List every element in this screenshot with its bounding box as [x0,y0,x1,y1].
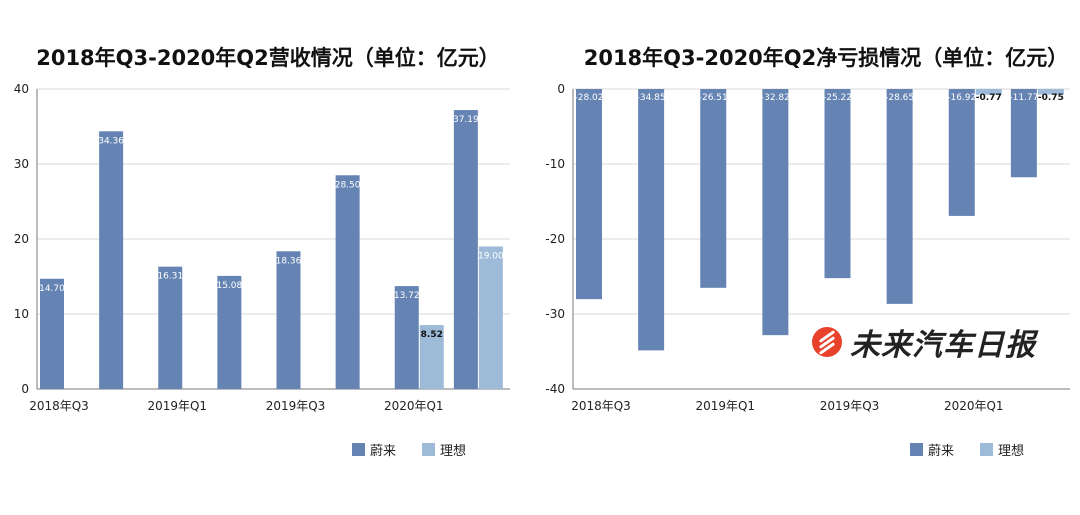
y-tick-label: -40 [545,382,565,396]
data-label: 8.52 [421,330,443,340]
legend-label: 蔚来 [370,444,396,459]
legend-label: 理想 [440,443,466,459]
legend-swatch [980,443,993,456]
revenue-chart: 2018年Q3-2020年Q2营收情况（单位：亿元） 0 10 20 30 40 14.70… [14,46,510,459]
watermark-text: 未来汽车日报 [850,328,1036,363]
y-tick-label: 40 [14,82,29,96]
watermark-logo-icon [812,327,842,357]
data-label: -28.65 [885,93,914,103]
nio-bar [886,89,913,304]
data-label: 18.36 [276,256,302,266]
data-label: 34.36 [98,136,124,146]
nio-bar [453,110,478,389]
nio-bar [700,89,727,288]
y-tick-label: -10 [545,157,565,171]
nio-bar [99,131,124,390]
nio-bar [335,175,360,389]
data-label: -11.77 [1009,93,1038,103]
net-loss-chart: 2018年Q3-2020年Q2净亏损情况（单位：亿元） 0 -10 -20 -30 -40… [545,46,1070,459]
legend-swatch [910,443,923,456]
data-label: -26.51 [699,93,728,103]
li-bar [419,325,444,389]
li-bar [478,246,503,389]
nio-bar [576,89,602,300]
y-tick-label: 0 [21,382,29,396]
li-bar [1037,89,1064,95]
x-tick-label: 2019年Q3 [820,399,880,413]
x-tick-label: 2020年Q1 [944,399,1004,413]
nio-bar [1010,89,1037,178]
y-tick-label: -20 [545,232,565,246]
y-tick-label: 0 [557,82,565,96]
x-tick-label: 2019年Q3 [266,399,326,413]
data-label: -0.75 [1038,93,1064,103]
y-tick-label: 30 [14,157,29,171]
nio-bar [276,251,301,389]
data-label: 15.08 [216,281,242,291]
nio-bar [394,286,419,389]
x-tick-label: 2019年Q1 [147,399,207,413]
nio-bar [638,89,665,351]
nio-bar [40,278,64,389]
x-tick-label: 2020年Q1 [384,399,444,413]
legend-swatch [352,443,365,456]
data-label: -32.82 [761,93,790,103]
nio-bar [762,89,789,336]
y-tick-label: -30 [545,307,565,321]
legend-swatch [422,443,435,456]
data-label: 13.72 [394,291,420,301]
legend-label: 蔚来 [928,444,954,459]
data-label: -34.85 [637,93,666,103]
data-label: -25.22 [823,93,852,103]
data-label: 19.00 [478,252,504,262]
chart-title: 2018年Q3-2020年Q2营收情况（单位：亿元） [36,46,500,70]
x-tick-label: 2018年Q3 [29,399,89,413]
data-label: 16.31 [157,272,183,282]
nio-bar [217,275,242,389]
data-label: 28.50 [335,180,361,190]
x-tick-label: 2019年Q1 [695,399,755,413]
legend-label: 理想 [998,443,1024,459]
li-bar [975,89,1002,95]
data-label: 37.19 [453,115,479,125]
chart-title: 2018年Q3-2020年Q2净亏损情况（单位：亿元） [584,46,1069,70]
data-label: 14.70 [39,284,65,294]
nio-bar [948,89,975,216]
watermark: 未来汽车日报 [812,321,1036,363]
nio-bar [158,266,183,389]
nio-bar [824,89,851,279]
data-label: -16.92 [947,93,976,103]
data-label: -28.02 [574,93,603,103]
y-tick-label: 20 [14,232,29,246]
y-tick-label: 10 [14,307,29,321]
x-tick-label: 2018年Q3 [571,399,631,413]
data-label: -0.77 [976,93,1002,103]
